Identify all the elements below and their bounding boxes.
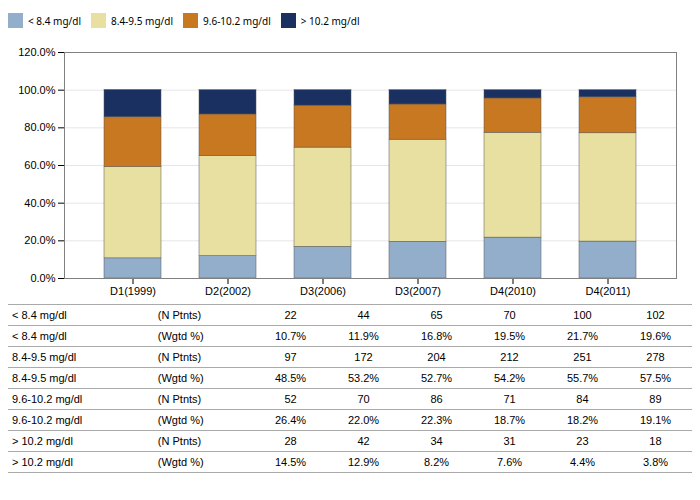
html-text:84: 84 bbox=[576, 393, 589, 405]
html-text:8.2%: 8.2% bbox=[424, 456, 450, 468]
html-text:22.0%: 22.0% bbox=[347, 414, 380, 426]
html-text:12.9%: 12.9% bbox=[347, 456, 380, 468]
html-text:9.6-10.2 mg/dl: 9.6-10.2 mg/dl bbox=[12, 393, 83, 405]
svg-text:80.0%: 80.0% bbox=[24, 121, 55, 133]
html-text:44: 44 bbox=[357, 309, 370, 321]
svg-text:D4(2010): D4(2010) bbox=[490, 285, 536, 297]
html-text:10.7%: 10.7% bbox=[275, 330, 307, 342]
html-text:172: 172 bbox=[354, 351, 373, 363]
svg-text:40.0%: 40.0% bbox=[24, 197, 55, 209]
html-text:102: 102 bbox=[646, 309, 665, 321]
html-text:9.6-10.2 mg/dl: 9.6-10.2 mg/dl bbox=[203, 13, 271, 28]
html-text:23: 23 bbox=[576, 435, 589, 447]
html-text:70: 70 bbox=[503, 309, 516, 321]
html-text:< 8.4 mg/dl: < 8.4 mg/dl bbox=[12, 309, 67, 321]
html-text:(Wgtd %): (Wgtd %) bbox=[157, 372, 204, 384]
svg-text:120.0%: 120.0% bbox=[18, 46, 56, 58]
html-text:< 8.4 mg/dl: < 8.4 mg/dl bbox=[12, 330, 67, 342]
svg-text:0.0%: 0.0% bbox=[30, 272, 55, 284]
html-text:21.7%: 21.7% bbox=[566, 330, 599, 342]
svg-text:20.0%: 20.0% bbox=[24, 234, 55, 246]
html-text:22.3%: 22.3% bbox=[420, 414, 453, 426]
html-text:18.7%: 18.7% bbox=[493, 414, 526, 426]
html-text:54.2%: 54.2% bbox=[493, 372, 526, 384]
html-text:(Wgtd %): (Wgtd %) bbox=[157, 330, 204, 342]
html-text:28: 28 bbox=[284, 435, 297, 447]
svg-text:D3(2007): D3(2007) bbox=[395, 285, 441, 297]
html-text:204: 204 bbox=[427, 351, 446, 363]
html-text:97: 97 bbox=[284, 351, 297, 363]
html-text:(Wgtd %): (Wgtd %) bbox=[157, 414, 204, 426]
html-text:251: 251 bbox=[573, 351, 592, 363]
html-text:52: 52 bbox=[284, 393, 297, 405]
html-text:34: 34 bbox=[430, 435, 443, 447]
html-text:52.7%: 52.7% bbox=[420, 372, 453, 384]
html-text:3.8%: 3.8% bbox=[643, 456, 668, 468]
html-text:< 8.4 mg/dl: < 8.4 mg/dl bbox=[28, 13, 81, 28]
html-text:22: 22 bbox=[284, 309, 297, 321]
svg-text:D4(2011): D4(2011) bbox=[585, 285, 630, 297]
html-text:4.4%: 4.4% bbox=[570, 456, 595, 468]
html-text:9.6-10.2 mg/dl: 9.6-10.2 mg/dl bbox=[12, 414, 83, 426]
html-text:19.5%: 19.5% bbox=[493, 330, 526, 342]
html-text:> 10.2 mg/dl: > 10.2 mg/dl bbox=[12, 435, 73, 447]
html-text:70: 70 bbox=[357, 393, 370, 405]
svg-text:100.0%: 100.0% bbox=[18, 84, 56, 96]
html-text:14.5%: 14.5% bbox=[275, 456, 307, 468]
html-text:(N Ptnts): (N Ptnts) bbox=[157, 309, 202, 321]
html-text:42: 42 bbox=[357, 435, 370, 447]
svg-text:60.0%: 60.0% bbox=[24, 159, 55, 171]
html-text:212: 212 bbox=[500, 351, 519, 363]
html-text:> 10.2 mg/dl: > 10.2 mg/dl bbox=[300, 13, 360, 28]
html-text:16.8%: 16.8% bbox=[420, 330, 453, 342]
html-text:31: 31 bbox=[503, 435, 516, 447]
html-text:65: 65 bbox=[430, 309, 443, 321]
html-text:71: 71 bbox=[503, 393, 516, 405]
html-text:(N Ptnts): (N Ptnts) bbox=[157, 351, 202, 363]
svg-text:D3(2006): D3(2006) bbox=[300, 285, 346, 297]
svg-text:D2(2002): D2(2002) bbox=[205, 285, 251, 297]
html-text:8.4-9.5 mg/dl: 8.4-9.5 mg/dl bbox=[12, 372, 77, 384]
html-text:7.6%: 7.6% bbox=[497, 456, 522, 468]
html-text:86: 86 bbox=[430, 393, 443, 405]
html-text:(Wgtd %): (Wgtd %) bbox=[157, 456, 204, 468]
html-text:55.7%: 55.7% bbox=[566, 372, 599, 384]
html-text:18: 18 bbox=[649, 435, 662, 447]
html-text:278: 278 bbox=[646, 351, 665, 363]
html-text:8.4-9.5 mg/dl: 8.4-9.5 mg/dl bbox=[111, 13, 173, 28]
html-text:53.2%: 53.2% bbox=[347, 372, 380, 384]
html-text:19.6%: 19.6% bbox=[639, 330, 672, 342]
html-text:> 10.2 mg/dl: > 10.2 mg/dl bbox=[12, 456, 73, 468]
html-text:26.4%: 26.4% bbox=[275, 414, 307, 426]
html-text:(N Ptnts): (N Ptnts) bbox=[157, 435, 202, 447]
html-text:18.2%: 18.2% bbox=[566, 414, 599, 426]
html-text:48.5%: 48.5% bbox=[275, 372, 307, 384]
html-text:89: 89 bbox=[649, 393, 662, 405]
html-text:8.4-9.5 mg/dl: 8.4-9.5 mg/dl bbox=[12, 351, 77, 363]
svg-text:D1(1999): D1(1999) bbox=[110, 285, 156, 297]
html-text:19.1%: 19.1% bbox=[639, 414, 672, 426]
html-text:57.5%: 57.5% bbox=[639, 372, 672, 384]
html-text:(N Ptnts): (N Ptnts) bbox=[157, 393, 202, 405]
html-text:11.9%: 11.9% bbox=[348, 330, 379, 342]
html-text:100: 100 bbox=[573, 309, 592, 321]
